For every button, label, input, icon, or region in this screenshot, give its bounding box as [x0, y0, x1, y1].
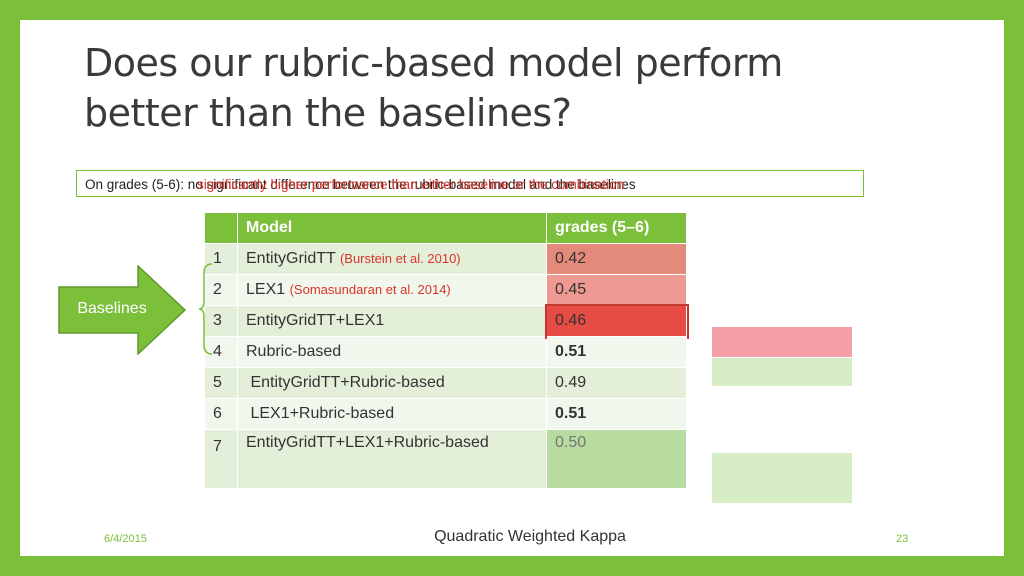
highlight-bar-green-1 — [712, 358, 852, 386]
row-score: 0.51 — [547, 399, 687, 430]
title-line-1: Does our rubric-based model perform — [84, 41, 783, 85]
table-row: 7 EntityGridTT+LEX1+Rubric-based 0.50 — [205, 430, 687, 489]
row-model: Rubric-based — [238, 337, 547, 368]
header-model: Model — [238, 213, 547, 244]
results-table: Model grades (5–6) 1 EntityGridTT (Burst… — [205, 213, 689, 489]
row-score: 0.46 — [545, 304, 689, 339]
row-model: EntityGridTT+LEX1+Rubric-based — [238, 430, 547, 489]
header-num — [205, 213, 238, 244]
brace-icon — [198, 263, 213, 355]
note-text-2: significantly higher performance than ei… — [197, 177, 624, 192]
row-model: EntityGridTT (Burstein et al. 2010) — [238, 244, 547, 275]
row-num: 7 — [205, 430, 238, 489]
row-model: EntityGridTT+Rubric-based — [238, 368, 547, 399]
arrow-label: Baselines — [77, 300, 147, 317]
table-row: 2 LEX1 (Somasundaran et al. 2014) 0.45 — [205, 275, 687, 306]
highlight-bar-green-2 — [712, 453, 852, 503]
title-line-2: better than the baselines? — [84, 91, 572, 135]
slide-title: Does our rubric-based model perform bett… — [84, 38, 904, 138]
row-score: 0.42 — [547, 244, 687, 275]
table-row: 3 EntityGridTT+LEX1 0.46 — [205, 304, 689, 339]
row-num: 6 — [205, 399, 238, 430]
table-row: 1 EntityGridTT (Burstein et al. 2010) 0.… — [205, 244, 687, 275]
table-row: 6 LEX1+Rubric-based 0.51 — [205, 399, 687, 430]
row-num: 3 — [205, 306, 238, 337]
row-score: 0.51 — [547, 337, 687, 368]
row-num: 2 — [205, 275, 238, 306]
page-number: 23 — [896, 533, 909, 545]
row-model: LEX1+Rubric-based — [238, 399, 547, 430]
row-num: 5 — [205, 368, 238, 399]
row-model: LEX1 (Somasundaran et al. 2014) — [238, 275, 547, 306]
citation: (Burstein et al. 2010) — [339, 251, 461, 266]
table-header-row: Model grades (5–6) — [205, 213, 687, 244]
model-name: EntityGridTT — [246, 250, 336, 267]
citation: (Somasundaran et al. 2014) — [289, 282, 451, 297]
row-score: 0.49 — [547, 368, 687, 399]
row-num: 4 — [205, 337, 238, 368]
footer-date: 6/4/2015 — [104, 533, 147, 545]
footer-caption: Quadratic Weighted Kappa — [434, 528, 626, 545]
model-name: LEX1 — [246, 281, 286, 298]
note-text-1: On grades (5-6): no significant differen… — [85, 177, 636, 192]
table-row: 5 EntityGridTT+Rubric-based 0.49 — [205, 368, 687, 399]
right-arrow-icon — [58, 265, 187, 355]
row-score: 0.45 — [547, 275, 687, 306]
row-score: 0.50 — [547, 430, 687, 489]
row-num: 1 — [205, 244, 238, 275]
header-score: grades (5–6) — [547, 213, 687, 244]
note-box: On grades (5-6): no significant differen… — [76, 170, 864, 197]
highlight-bar-red — [712, 327, 852, 357]
table-row: 4 Rubric-based 0.51 — [205, 337, 687, 368]
row-model: EntityGridTT+LEX1 — [238, 306, 547, 337]
